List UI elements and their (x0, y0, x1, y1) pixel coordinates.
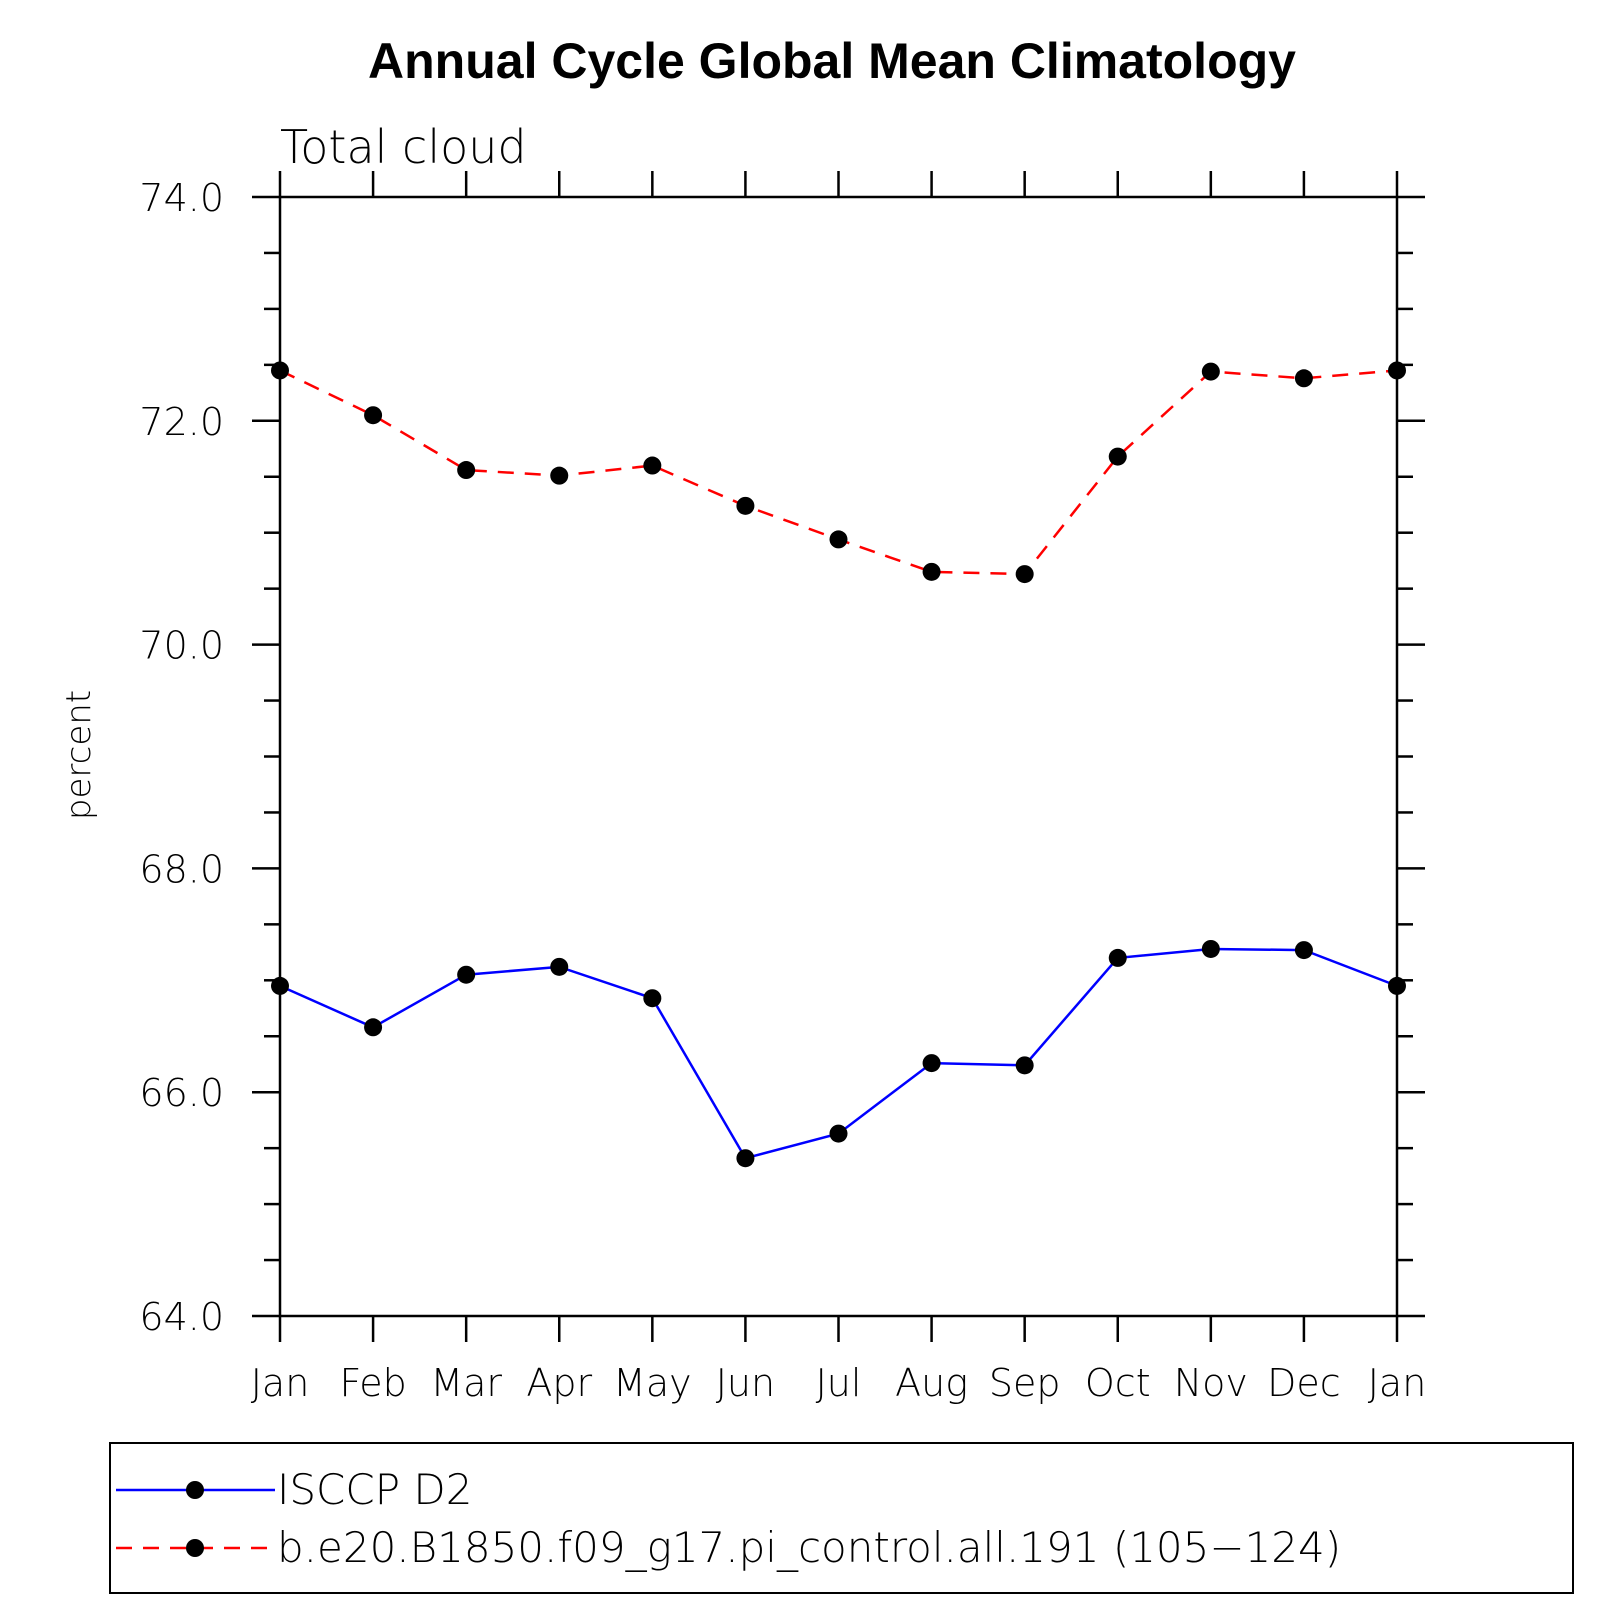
legend-marker-model (186, 1539, 204, 1557)
series-0-point (1108, 948, 1127, 967)
y-tick-label: 74.0 (139, 176, 224, 220)
plot-frame (278, 195, 1399, 1318)
legend-box (109, 1442, 1574, 1594)
legend-label-isccp: ISCCP D2 (277, 1465, 472, 1514)
legend: ISCCP D2 b.e20.B1850.f09_g17.pi_control.… (109, 1442, 1574, 1594)
series-0-point (922, 1054, 941, 1073)
series-0-point (829, 1124, 848, 1143)
series-1-point (271, 361, 289, 380)
x-tick-label: Sep (989, 1361, 1061, 1405)
x-tick-label: Dec (1267, 1361, 1341, 1405)
series-1-point (1201, 362, 1220, 381)
x-tick-label: Apr (526, 1361, 592, 1405)
legend-entry-isccp: ISCCP D2 (116, 1465, 472, 1514)
x-tick-label: Oct (1085, 1361, 1151, 1405)
series-0-point (736, 1149, 755, 1168)
series-0-point (1015, 1056, 1034, 1075)
series-0-point (1294, 941, 1313, 960)
legend-marker-isccp (186, 1481, 204, 1499)
series-1-point (643, 456, 662, 475)
series-0-point (364, 1018, 383, 1037)
plot-series (271, 361, 1406, 1168)
x-tick-label: Jun (716, 1361, 775, 1405)
legend-label-model: b.e20.B1850.f09_g17.pi_control.all.191 (… (277, 1523, 1341, 1572)
series-1-point (1015, 565, 1034, 584)
series-1-point (736, 496, 755, 515)
x-tick-label: Aug (895, 1361, 968, 1405)
y-tick-label: 68.0 (139, 847, 224, 891)
legend-entry-model: b.e20.B1850.f09_g17.pi_control.all.191 (… (116, 1523, 1341, 1572)
x-tick-label: Mar (430, 1361, 502, 1405)
series-0-point (271, 976, 289, 995)
x-tick-label: Jan (251, 1361, 310, 1405)
y-tick-label: 70.0 (139, 624, 224, 668)
series-1-point (1108, 447, 1127, 466)
series-1-point (1388, 361, 1406, 380)
series-1-point (457, 461, 476, 480)
x-tick-label: Jan (1368, 1361, 1427, 1405)
x-tick-label: Nov (1174, 1361, 1248, 1405)
chart-title: Annual Cycle Global Mean Climatology (368, 33, 1296, 89)
series-1-point (829, 530, 848, 549)
series-1-point (364, 406, 383, 425)
plot-axes: Jan Feb Mar Apr May Jun Jul Aug Sep Oct Nov Dec Jan 6… (139, 171, 1426, 1405)
x-tick-label: Feb (339, 1361, 406, 1405)
y-axis-label: percent (59, 690, 99, 820)
series-0-point (1388, 976, 1406, 995)
x-tick-label: May (613, 1361, 692, 1405)
chart-subtitle: Total cloud (280, 120, 527, 174)
series-1-point (922, 562, 941, 581)
y-tick-label: 64.0 (139, 1295, 224, 1339)
y-tick-label: 66.0 (139, 1071, 224, 1115)
series-0-point (1201, 939, 1220, 958)
series-1-point (1294, 369, 1313, 388)
series-1-point (550, 466, 569, 485)
y-tick-label: 72.0 (139, 400, 224, 444)
series-0-point (550, 957, 569, 976)
x-tick-label: Jul (816, 1361, 862, 1405)
series-0-point (457, 965, 476, 984)
series-0-point (643, 989, 662, 1008)
